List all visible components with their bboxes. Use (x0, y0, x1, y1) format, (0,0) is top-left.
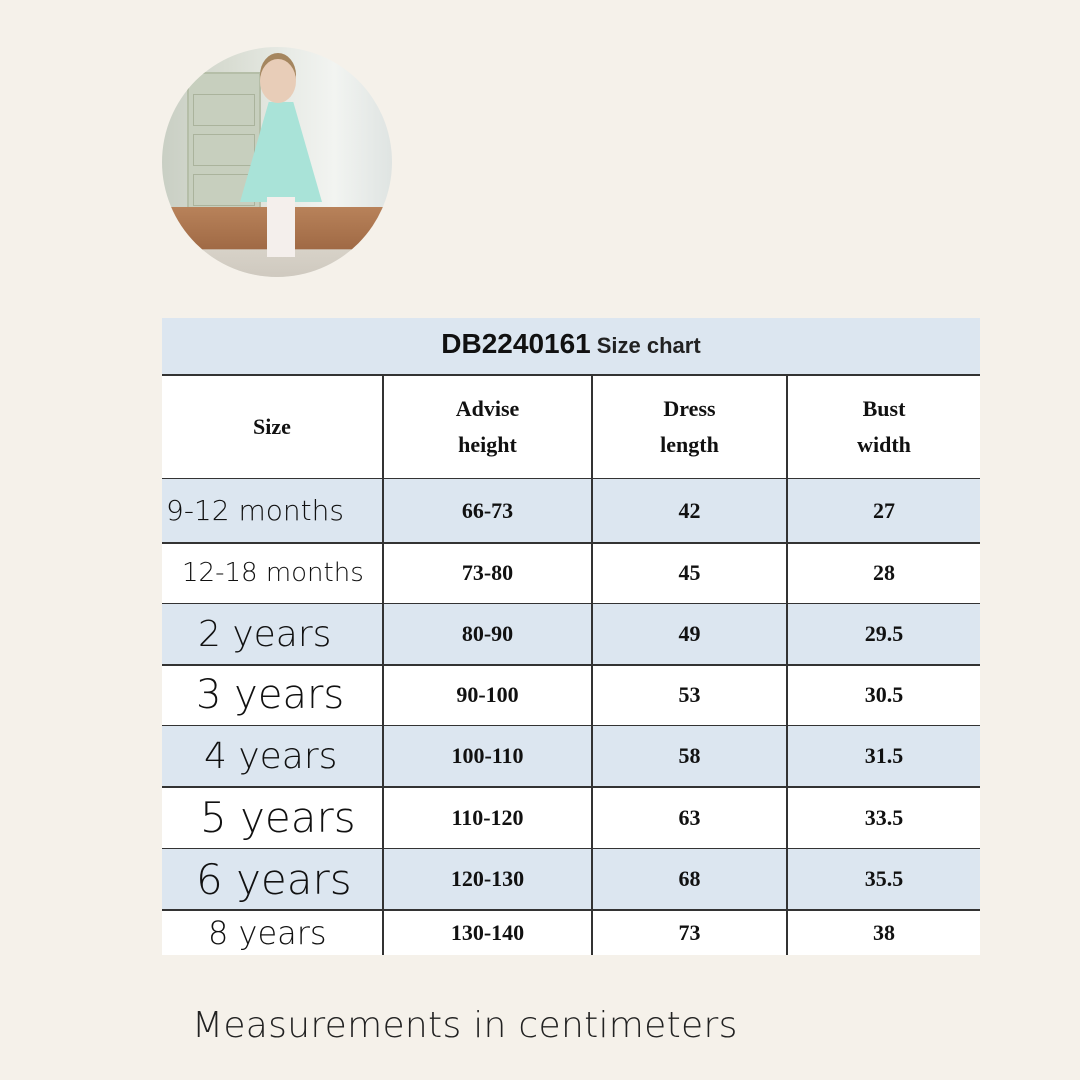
cell-size: 2 years (162, 604, 384, 664)
header-row: Size Advise height Dress length Bust wid… (162, 375, 980, 480)
cell-height: 120-130 (384, 849, 593, 909)
cell-length: 42 (593, 479, 788, 542)
cell-bust: 30.5 (864, 682, 904, 707)
table-row: 4 years 100-110 58 31.5 (162, 726, 980, 788)
cell-bust: 33.5 (864, 804, 904, 830)
cell-length: 49 (593, 604, 788, 664)
photo-dresser (187, 72, 261, 226)
table-row: 2 years 80-90 49 29.5 (162, 604, 980, 666)
cell-size: 6 years (162, 849, 384, 909)
cell-size: 8 years (162, 910, 384, 955)
table-row: 8 years 130-140 73 38 (162, 910, 980, 955)
title-subtitle: Size chart (596, 333, 701, 358)
cell-height: 90-100 (384, 665, 593, 725)
units-note: Measurements in centimeters (192, 1005, 738, 1046)
cell-length: 45 (593, 543, 788, 603)
header-dress-length: Dress length (593, 375, 788, 478)
cell-bust: 31.5 (864, 743, 904, 768)
cell-height: 130-140 (384, 910, 593, 955)
size-chart-table: DB2240161 Size chart Size Advise height D… (162, 318, 980, 955)
cell-bust: 28 (873, 560, 895, 585)
cell-size: 4 years (162, 726, 384, 786)
header-bust-width: Bust width (857, 395, 911, 457)
photo-head (260, 59, 296, 103)
cell-height: 73-80 (384, 543, 593, 603)
table-title: DB2240161 Size chart (162, 318, 980, 376)
table-row: 12-18 months 73-80 45 28 (162, 543, 980, 605)
cell-length: 58 (593, 726, 788, 786)
cell-height: 80-90 (384, 604, 593, 664)
cell-length: 73 (593, 910, 788, 955)
cell-length: 53 (593, 665, 788, 725)
cell-height: 66-73 (384, 479, 593, 542)
table-row: 6 years 120-130 68 35.5 (162, 849, 980, 911)
cell-size: 9-12 months (162, 479, 384, 542)
cell-height: 100-110 (384, 726, 593, 786)
cell-bust: 29.5 (864, 621, 904, 646)
table-row: 5 years 110-120 63 33.5 (162, 787, 980, 850)
header-size: Size (162, 375, 384, 478)
cell-bust: 38 (873, 919, 895, 945)
cell-size: 5 years (162, 787, 384, 848)
cell-bust: 27 (873, 497, 895, 523)
product-photo (162, 47, 392, 277)
cell-length: 63 (593, 787, 788, 848)
header-advise-height: Advise height (384, 375, 593, 478)
cell-size: 3 years (162, 665, 384, 725)
table-row: 3 years 90-100 53 30.5 (162, 665, 980, 727)
cell-length: 68 (593, 849, 788, 909)
cell-height: 110-120 (384, 787, 593, 848)
cell-size: 12-18 months (162, 543, 384, 603)
photo-legs (267, 197, 295, 257)
cell-bust: 35.5 (864, 866, 904, 891)
table-row: 9-12 months 66-73 42 27 (162, 479, 980, 544)
product-code: DB2240161 (441, 328, 591, 359)
